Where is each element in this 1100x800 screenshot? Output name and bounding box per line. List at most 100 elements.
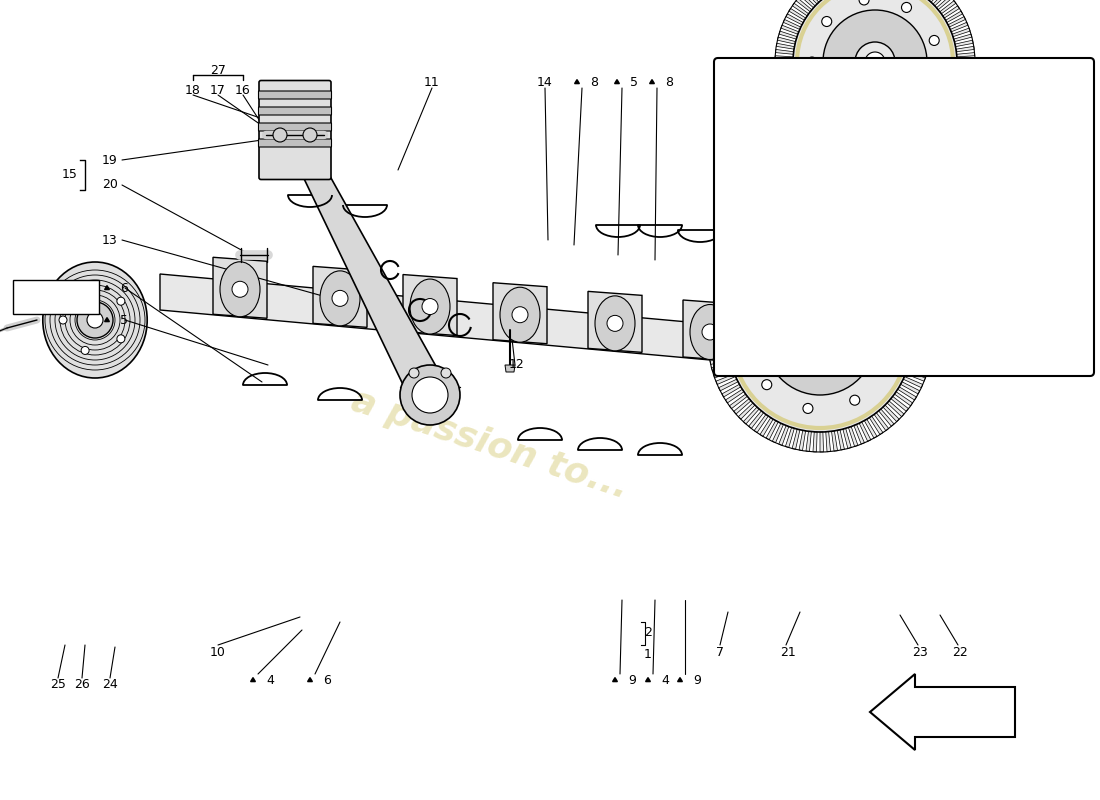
Circle shape [117,335,125,343]
Polygon shape [894,392,913,406]
Polygon shape [833,136,843,154]
Polygon shape [776,194,793,198]
Circle shape [400,365,460,425]
Circle shape [859,0,869,5]
Text: 10: 10 [210,646,225,658]
Polygon shape [710,358,730,365]
Circle shape [902,111,912,122]
Polygon shape [832,431,837,451]
Polygon shape [933,0,948,6]
Polygon shape [720,286,739,298]
Polygon shape [792,142,808,154]
Polygon shape [856,281,862,298]
Circle shape [803,403,813,414]
Polygon shape [949,233,967,242]
Polygon shape [796,0,812,12]
Ellipse shape [320,271,360,326]
Polygon shape [935,116,950,130]
Circle shape [807,195,817,205]
Polygon shape [781,25,799,34]
Polygon shape [778,220,796,228]
Polygon shape [713,306,733,314]
Circle shape [441,368,451,378]
Polygon shape [794,248,811,262]
Polygon shape [912,337,932,340]
Polygon shape [869,144,872,162]
Polygon shape [952,228,969,237]
Polygon shape [314,266,367,327]
Polygon shape [783,158,801,167]
Polygon shape [769,238,781,258]
Polygon shape [847,103,855,122]
Circle shape [607,315,623,331]
Polygon shape [874,282,878,300]
Circle shape [803,266,813,277]
Circle shape [822,235,832,246]
Text: 12: 12 [508,358,524,371]
Polygon shape [779,426,789,446]
Polygon shape [744,407,759,424]
Polygon shape [772,423,783,442]
Circle shape [422,298,438,314]
Polygon shape [795,230,803,250]
Polygon shape [646,678,650,682]
Polygon shape [888,102,893,119]
Circle shape [332,290,348,306]
Polygon shape [806,431,812,451]
Text: 4: 4 [661,674,669,686]
Circle shape [232,282,248,298]
Text: 6: 6 [120,282,128,294]
Polygon shape [883,405,899,422]
Polygon shape [850,279,857,298]
Polygon shape [740,258,757,275]
Polygon shape [780,226,798,234]
Polygon shape [729,394,747,409]
Polygon shape [816,228,820,248]
Polygon shape [871,247,886,266]
Polygon shape [950,22,968,32]
Polygon shape [942,246,958,258]
Text: 8: 8 [666,75,673,89]
Text: 21: 21 [1067,82,1082,94]
Polygon shape [956,70,975,74]
Polygon shape [799,430,805,450]
Polygon shape [905,138,915,155]
Circle shape [880,311,890,322]
Polygon shape [810,228,814,249]
Polygon shape [916,114,928,130]
Circle shape [81,346,89,354]
Polygon shape [857,238,868,257]
Polygon shape [779,169,798,177]
Circle shape [930,217,939,226]
Polygon shape [812,263,825,279]
Circle shape [59,316,67,324]
Polygon shape [779,31,798,39]
Polygon shape [909,360,929,368]
Polygon shape [957,53,975,57]
Polygon shape [912,330,932,334]
Polygon shape [900,139,909,157]
Polygon shape [900,277,909,295]
Polygon shape [921,118,934,134]
Circle shape [966,350,974,358]
Polygon shape [846,233,855,253]
Polygon shape [784,97,802,107]
Polygon shape [828,229,834,249]
Polygon shape [862,282,867,299]
Circle shape [930,35,939,46]
Polygon shape [957,65,975,68]
Polygon shape [869,282,872,300]
Polygon shape [813,432,817,452]
Polygon shape [946,11,962,22]
Ellipse shape [690,305,730,359]
Polygon shape [802,256,817,270]
Polygon shape [800,131,815,146]
Polygon shape [957,202,975,206]
Polygon shape [822,131,834,148]
Text: 1: 1 [645,649,652,662]
Polygon shape [872,100,875,118]
Circle shape [273,128,287,142]
Polygon shape [911,354,931,361]
Text: 5: 5 [120,314,128,326]
Polygon shape [866,100,870,118]
